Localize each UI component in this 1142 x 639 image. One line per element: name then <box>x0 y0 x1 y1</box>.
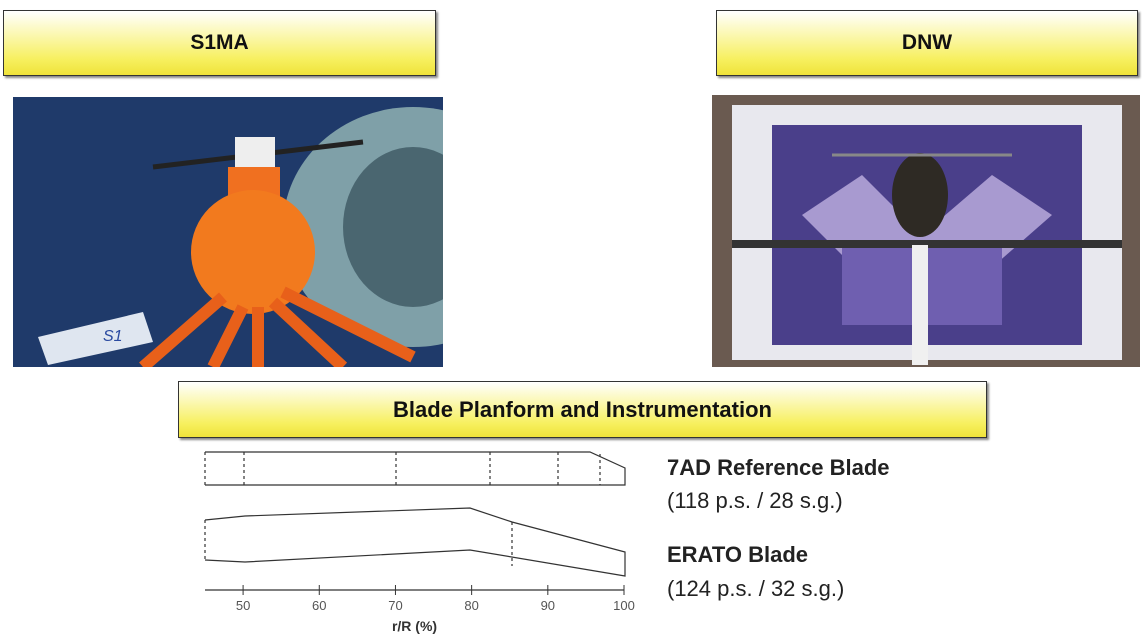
header: DNW <box>716 10 1138 76</box>
tick-label: 50 <box>236 598 250 613</box>
tick-label: 70 <box>388 598 402 613</box>
header: S1MA <box>3 10 436 76</box>
tick-label: 100 <box>613 598 635 613</box>
blade-name: ERATO Blade <box>667 542 808 567</box>
blade-name: 7AD Reference Blade <box>667 455 890 480</box>
blade-detail: (118 p.s. / 28 s.g.) <box>667 488 843 513</box>
planform-diagram: 50 60 70 80 90 100 r/R (%) <box>204 451 635 634</box>
section-title: Blade Planform and Instrumentation <box>178 381 987 438</box>
axis-label: r/R (%) <box>392 618 437 634</box>
sign-text: S1 <box>103 328 123 345</box>
photo-s1ma: S1 <box>13 97 443 367</box>
tick-label: 60 <box>312 598 326 613</box>
tick-label: 80 <box>464 598 478 613</box>
blade-detail: (124 p.s. / 32 s.g.) <box>667 576 845 601</box>
photo-dnw <box>712 95 1140 367</box>
sign <box>38 312 153 365</box>
tick-label: 90 <box>541 598 555 613</box>
